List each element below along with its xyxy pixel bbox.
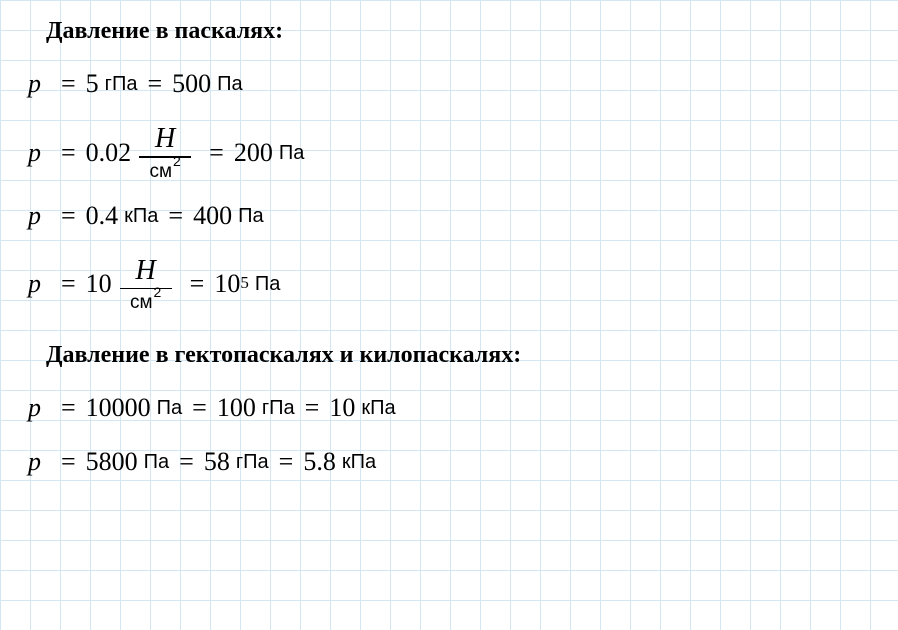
equation-4: p = 10 H см2 = 105 Па	[28, 257, 870, 313]
unit-cm: см	[149, 161, 172, 182]
equals-sign: =	[61, 395, 76, 421]
equals-sign: =	[61, 71, 76, 97]
unit-pa: Па	[217, 74, 243, 94]
variable-p: p	[28, 140, 41, 166]
equation-3: p = 0.4 кПа = 400 Па	[28, 203, 870, 229]
fraction-numerator: H	[130, 257, 162, 288]
unit-pa: Па	[238, 206, 264, 226]
unit-pa: Па	[144, 452, 170, 472]
content-area: Давление в паскалях: p = 5 гПа = 500 Па …	[0, 0, 898, 493]
equation-5: p = 10000 Па = 100 гПа = 10 кПа	[28, 395, 870, 421]
unit-hpa: гПа	[262, 398, 295, 418]
fraction-n-cm2: H см2	[139, 125, 191, 181]
equals-sign: =	[147, 71, 162, 97]
fraction-denominator: см2	[143, 158, 186, 181]
equals-sign: =	[279, 449, 294, 475]
value: 5.8	[303, 449, 336, 475]
unit-pa: Па	[279, 143, 305, 163]
value: 0.02	[86, 140, 132, 166]
equals-sign: =	[61, 203, 76, 229]
equals-sign: =	[192, 395, 207, 421]
variable-p: p	[28, 271, 41, 297]
fraction-denominator: см2	[124, 289, 167, 312]
value: 10000	[86, 395, 151, 421]
equals-sign: =	[209, 140, 224, 166]
value: 100	[217, 395, 256, 421]
superscript-2: 2	[154, 284, 162, 300]
unit-pa: Па	[255, 274, 281, 294]
heading-pascals: Давление в паскалях:	[46, 18, 870, 45]
unit-hpa: гПа	[105, 74, 138, 94]
fraction-n-cm2: H см2	[120, 257, 172, 313]
value-base: 10	[214, 271, 240, 297]
equals-sign: =	[61, 140, 76, 166]
equation-6: p = 5800 Па = 58 гПа = 5.8 кПа	[28, 449, 870, 475]
variable-p: p	[28, 449, 41, 475]
variable-p: p	[28, 395, 41, 421]
value: 5	[86, 71, 99, 97]
equals-sign: =	[190, 271, 205, 297]
unit-kpa: кПа	[342, 452, 376, 472]
exponent: 5	[240, 274, 249, 291]
equals-sign: =	[61, 271, 76, 297]
value: 58	[204, 449, 230, 475]
variable-p: p	[28, 71, 41, 97]
value: 10	[86, 271, 112, 297]
variable-p: p	[28, 203, 41, 229]
equation-1: p = 5 гПа = 500 Па	[28, 71, 870, 97]
equals-sign: =	[305, 395, 320, 421]
unit-cm: см	[130, 292, 153, 313]
value: 0.4	[86, 203, 119, 229]
unit-kpa: кПа	[124, 206, 158, 226]
equals-sign: =	[61, 449, 76, 475]
unit-hpa: гПа	[236, 452, 269, 472]
equation-2: p = 0.02 H см2 = 200 Па	[28, 125, 870, 181]
superscript-2: 2	[173, 153, 181, 169]
value: 5800	[86, 449, 138, 475]
unit-kpa: кПа	[361, 398, 395, 418]
fraction-numerator: H	[149, 125, 181, 156]
value: 200	[234, 140, 273, 166]
heading-hecto-kilo: Давление в гектопаскалях и килопаскалях:	[46, 342, 870, 369]
unit-pa: Па	[157, 398, 183, 418]
equals-sign: =	[179, 449, 194, 475]
value: 10	[329, 395, 355, 421]
value: 500	[172, 71, 211, 97]
value: 400	[193, 203, 232, 229]
equals-sign: =	[168, 203, 183, 229]
